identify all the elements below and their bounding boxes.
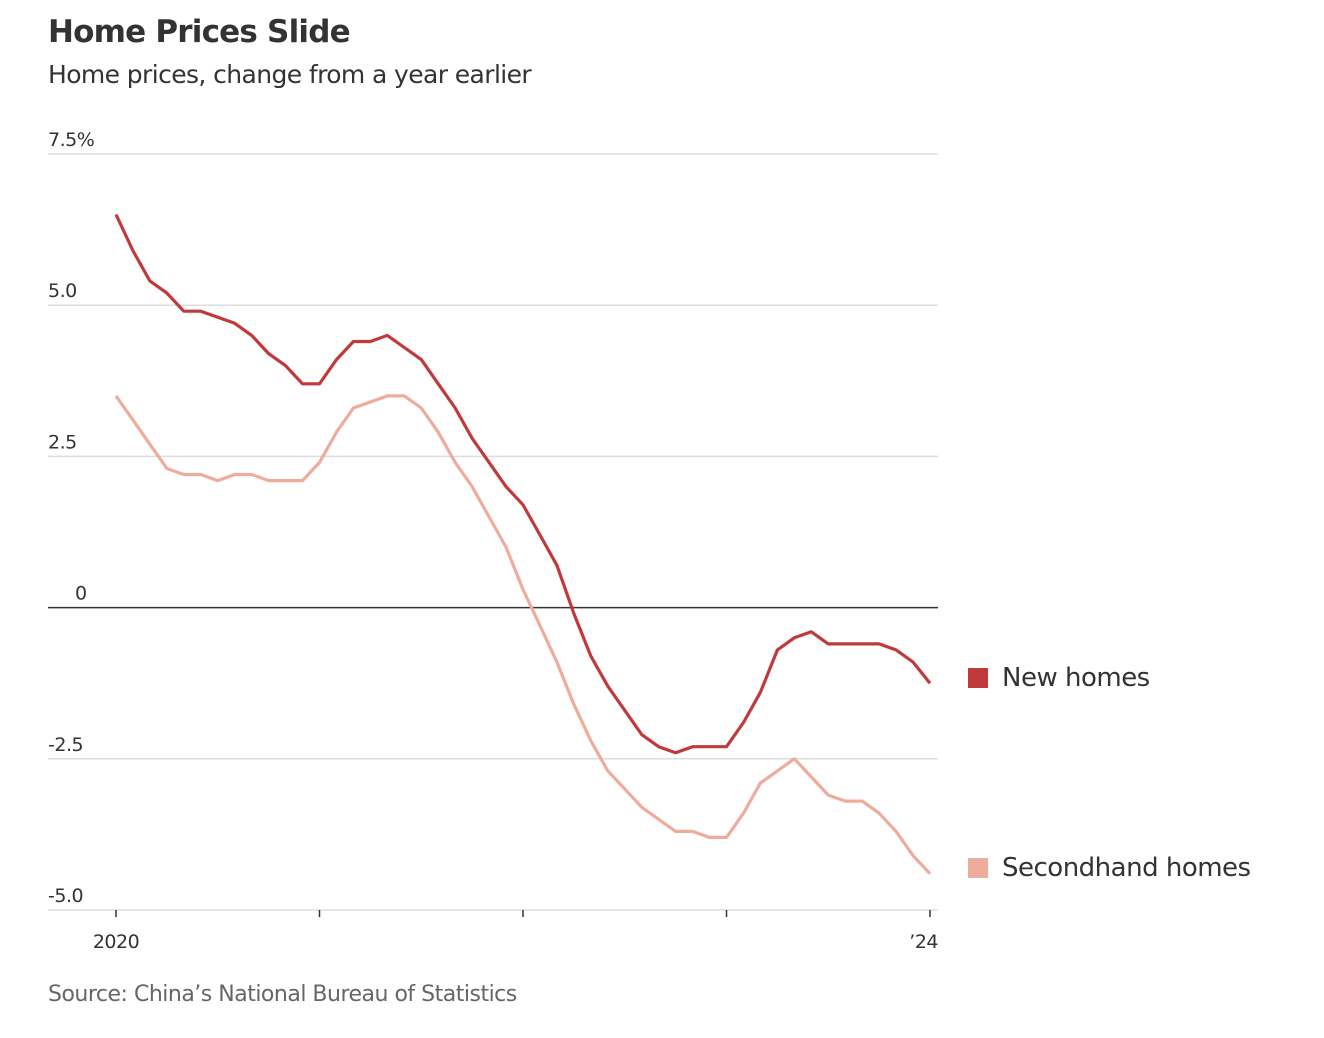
y-tick-label: 5.0	[48, 280, 77, 302]
series-lines	[114, 213, 932, 875]
x-tick-label: 2020	[93, 931, 139, 953]
y-tick-label: 2.5	[48, 431, 77, 453]
series-line-secondhand-homes	[114, 394, 932, 875]
legend-swatch-secondhand-homes	[968, 858, 988, 878]
x-axis: 2020 ’24	[93, 910, 939, 953]
x-tick-label: ’24	[909, 931, 938, 953]
y-tick-label: 7.5%	[48, 129, 94, 151]
legend-item-new-homes: New homes	[968, 663, 1150, 693]
series-line-new-homes	[114, 213, 932, 755]
y-tick-label: -2.5	[48, 734, 83, 756]
legend-item-secondhand-homes: Secondhand homes	[968, 853, 1251, 883]
legend-swatch-new-homes	[968, 668, 988, 688]
y-tick-label: 0	[75, 583, 87, 605]
chart-title: Home Prices Slide	[48, 14, 351, 50]
gridlines	[48, 153, 938, 911]
legend-label-secondhand-homes: Secondhand homes	[1002, 853, 1251, 883]
y-axis-labels: 7.5% 5.0 2.5 0 -2.5 -5.0	[48, 129, 95, 907]
chart-subtitle: Home prices, change from a year earlier	[48, 60, 532, 89]
legend-label-new-homes: New homes	[1002, 663, 1150, 693]
y-tick-label: -5.0	[48, 885, 83, 907]
source-note: Source: China’s National Bureau of Stati…	[48, 982, 517, 1007]
